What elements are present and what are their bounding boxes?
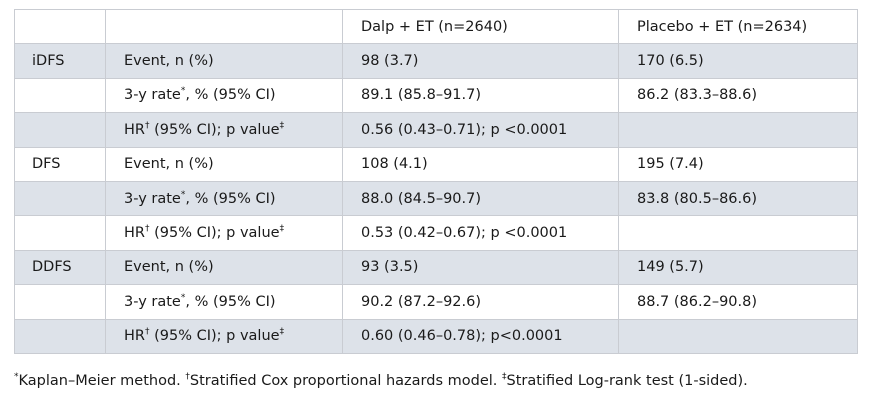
- header-cell-measure: [105, 8, 343, 45]
- table-row: HR† (95% CI); p value‡ 0.53 (0.42–0.67);…: [14, 215, 858, 251]
- endpoint-label-empty: [14, 112, 106, 148]
- placebo-value: 86.2 (83.3–88.6): [618, 77, 858, 114]
- results-table-container: Dalp + ET (n=2640) Placebo + ET (n=2634)…: [14, 8, 858, 354]
- dalp-value: 93 (3.5): [342, 249, 619, 286]
- footnote-mark-double-dagger: ‡: [502, 372, 507, 382]
- footnote-text-km: Kaplan–Meier method.: [18, 373, 186, 389]
- placebo-value: [618, 112, 858, 148]
- table-row: DFS Event, n (%) 108 (4.1) 195 (7.4): [14, 146, 858, 182]
- placebo-value: [618, 318, 858, 354]
- table-row: HR† (95% CI); p value‡ 0.60 (0.46–0.78);…: [14, 318, 858, 354]
- placebo-value: 195 (7.4): [618, 146, 858, 182]
- measure-cell: HR† (95% CI); p value‡: [105, 215, 343, 251]
- table-row: HR† (95% CI); p value‡ 0.56 (0.43–0.71);…: [14, 112, 858, 148]
- dalp-value: 98 (3.7): [342, 43, 619, 79]
- endpoint-label-empty: [14, 77, 106, 114]
- header-cell-dalp: Dalp + ET (n=2640): [342, 8, 619, 45]
- dalp-value: 0.53 (0.42–0.67); p <0.0001: [342, 215, 619, 251]
- dalp-value: 88.0 (84.5–90.7): [342, 180, 619, 217]
- table-row: 3-y rate*, % (95% CI) 89.1 (85.8–91.7) 8…: [14, 77, 858, 114]
- header-cell-placebo: Placebo + ET (n=2634): [618, 8, 858, 45]
- header-cell-endpoint: [14, 8, 106, 45]
- endpoint-label: DFS: [14, 146, 106, 182]
- endpoint-label-empty: [14, 215, 106, 251]
- endpoint-label-empty: [14, 318, 106, 354]
- endpoint-label: DDFS: [14, 249, 106, 286]
- measure-cell: HR† (95% CI); p value‡: [105, 112, 343, 148]
- footnote-text-logrank: Stratified Log-rank test (1-sided).: [506, 373, 748, 389]
- dalp-value: 89.1 (85.8–91.7): [342, 77, 619, 114]
- measure-cell: 3-y rate*, % (95% CI): [105, 180, 343, 217]
- dalp-value: 90.2 (87.2–92.6): [342, 284, 619, 320]
- measure-cell: Event, n (%): [105, 43, 343, 79]
- footnote-mark-asterisk: *: [14, 372, 19, 382]
- measure-cell: 3-y rate*, % (95% CI): [105, 284, 343, 320]
- placebo-value: 83.8 (80.5–86.6): [618, 180, 858, 217]
- placebo-value: 170 (6.5): [618, 43, 858, 79]
- dalp-value: 0.56 (0.43–0.71); p <0.0001: [342, 112, 619, 148]
- measure-cell: Event, n (%): [105, 249, 343, 286]
- placebo-value: [618, 215, 858, 251]
- measure-cell: 3-y rate*, % (95% CI): [105, 77, 343, 114]
- measure-cell: HR† (95% CI); p value‡: [105, 318, 343, 354]
- table-footnote: *Kaplan–Meier method. †Stratified Cox pr…: [14, 372, 748, 390]
- header-row: Dalp + ET (n=2640) Placebo + ET (n=2634): [14, 8, 858, 45]
- table-row: iDFS Event, n (%) 98 (3.7) 170 (6.5): [14, 43, 858, 79]
- placebo-value: 88.7 (86.2–90.8): [618, 284, 858, 320]
- table-row: DDFS Event, n (%) 93 (3.5) 149 (5.7): [14, 249, 858, 286]
- results-table: Dalp + ET (n=2640) Placebo + ET (n=2634)…: [14, 8, 858, 354]
- endpoint-label-empty: [14, 180, 106, 217]
- table-row: 3-y rate*, % (95% CI) 88.0 (84.5–90.7) 8…: [14, 180, 858, 217]
- measure-cell: Event, n (%): [105, 146, 343, 182]
- footnote-mark-dagger: †: [185, 372, 190, 382]
- table-row: 3-y rate*, % (95% CI) 90.2 (87.2–92.6) 8…: [14, 284, 858, 320]
- footnote-text-cox: Stratified Cox proportional hazards mode…: [189, 373, 503, 389]
- results-table-body: Dalp + ET (n=2640) Placebo + ET (n=2634)…: [14, 8, 858, 354]
- dalp-value: 108 (4.1): [342, 146, 619, 182]
- placebo-value: 149 (5.7): [618, 249, 858, 286]
- dalp-value: 0.60 (0.46–0.78); p<0.0001: [342, 318, 619, 354]
- endpoint-label: iDFS: [14, 43, 106, 79]
- endpoint-label-empty: [14, 284, 106, 320]
